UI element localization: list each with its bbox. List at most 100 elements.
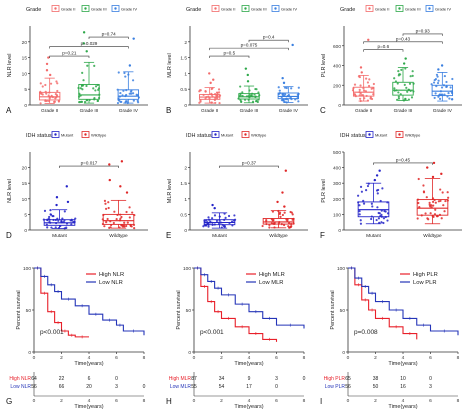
p-value-bracket: [363, 41, 443, 44]
data-point: [359, 99, 362, 103]
data-point: [241, 91, 244, 94]
data-point: [128, 92, 131, 95]
legend-entry: Wildtype: [405, 132, 421, 137]
data-point: [250, 94, 253, 97]
data-point: [97, 87, 101, 90]
risk-value: 38: [373, 376, 379, 382]
data-point: [446, 191, 449, 194]
data-point: [442, 84, 446, 87]
data-point: [408, 82, 412, 85]
data-point: [207, 225, 210, 228]
y-tick-label: 2: [184, 166, 187, 172]
data-point: [424, 212, 427, 215]
legend-entry: Mutant: [375, 132, 388, 137]
data-point: [362, 199, 365, 202]
category-label: Grade III: [394, 108, 413, 114]
data-point: [379, 199, 382, 203]
risk-x-tick-label: 8: [303, 398, 306, 404]
data-point: [49, 82, 53, 85]
data-point: [297, 86, 300, 89]
data-point: [417, 177, 420, 181]
data-point: [214, 101, 217, 105]
risk-x-tick-label: 4: [248, 398, 251, 404]
data-point: [237, 97, 240, 100]
p-value-bracket: [373, 162, 433, 165]
risk-value: 0: [429, 376, 432, 382]
data-point: [280, 95, 283, 99]
data-point: [370, 215, 373, 218]
data-point: [289, 96, 292, 99]
outlier-point: [431, 175, 435, 179]
legend-title: Grade: [26, 7, 41, 13]
outlier-point: [82, 42, 85, 45]
data-point: [124, 100, 127, 103]
data-point: [210, 87, 213, 91]
category-label: Grade IV: [119, 108, 139, 114]
y-axis-label: Percent survival: [176, 290, 182, 329]
data-point: [443, 93, 446, 96]
data-point: [268, 226, 271, 229]
data-point: [436, 81, 440, 85]
data-point: [450, 90, 453, 93]
data-point: [47, 99, 51, 103]
data-point: [291, 213, 294, 216]
data-point: [63, 219, 66, 222]
panel-letter: C: [320, 106, 326, 115]
risk-value: 22: [59, 376, 65, 382]
p-value-label: p=0.45: [396, 157, 411, 162]
data-point: [253, 93, 256, 96]
legend-entry: Grade III: [251, 6, 267, 11]
survival-curve: [194, 267, 305, 329]
risk-x-tick-label: 0: [33, 398, 36, 404]
y-tick-label: 100: [337, 266, 345, 272]
y-tick-label: 50: [340, 308, 346, 314]
data-point: [133, 227, 136, 230]
data-point: [393, 89, 396, 92]
data-point: [119, 213, 122, 216]
data-point: [443, 210, 446, 213]
panel-letter: F: [320, 231, 325, 240]
y-tick-label: 10: [22, 71, 28, 77]
data-point: [357, 194, 360, 197]
data-point: [52, 218, 55, 222]
data-point: [410, 96, 414, 99]
legend-dot: [54, 133, 57, 136]
p-value-bracket: [49, 46, 129, 49]
y-tick-label: 400: [333, 64, 341, 70]
data-point: [254, 100, 258, 103]
data-point: [217, 222, 221, 226]
data-point: [358, 213, 361, 216]
risk-value: 6: [88, 376, 91, 382]
data-point: [395, 89, 398, 92]
data-point: [112, 221, 115, 225]
data-point: [396, 98, 399, 101]
data-point: [366, 81, 370, 84]
risk-x-tick-label: 6: [275, 398, 278, 404]
data-point: [435, 73, 439, 76]
data-point: [217, 88, 221, 91]
data-point: [239, 85, 242, 88]
outlier-point: [45, 62, 49, 66]
data-point: [393, 77, 396, 80]
data-point: [360, 190, 363, 193]
risk-value: 34: [219, 376, 225, 382]
data-point: [216, 94, 219, 98]
survival-curve: [194, 267, 278, 342]
data-point: [411, 70, 414, 73]
data-point: [107, 206, 110, 210]
category-label: Grade II: [355, 108, 372, 114]
data-point: [357, 201, 360, 204]
outlier-point: [211, 203, 214, 207]
y-axis-label: PLR level: [321, 179, 327, 203]
data-point: [77, 86, 80, 90]
y-axis-label: NLR level: [7, 179, 13, 203]
outlier-point: [65, 185, 68, 188]
data-point: [296, 97, 299, 100]
outlier-point: [82, 31, 86, 34]
data-point: [45, 92, 48, 95]
data-point: [47, 217, 50, 220]
p-value-bracket: [363, 49, 404, 52]
data-point: [199, 99, 202, 102]
data-point: [203, 224, 206, 227]
y-tick-label: 20: [22, 40, 28, 46]
